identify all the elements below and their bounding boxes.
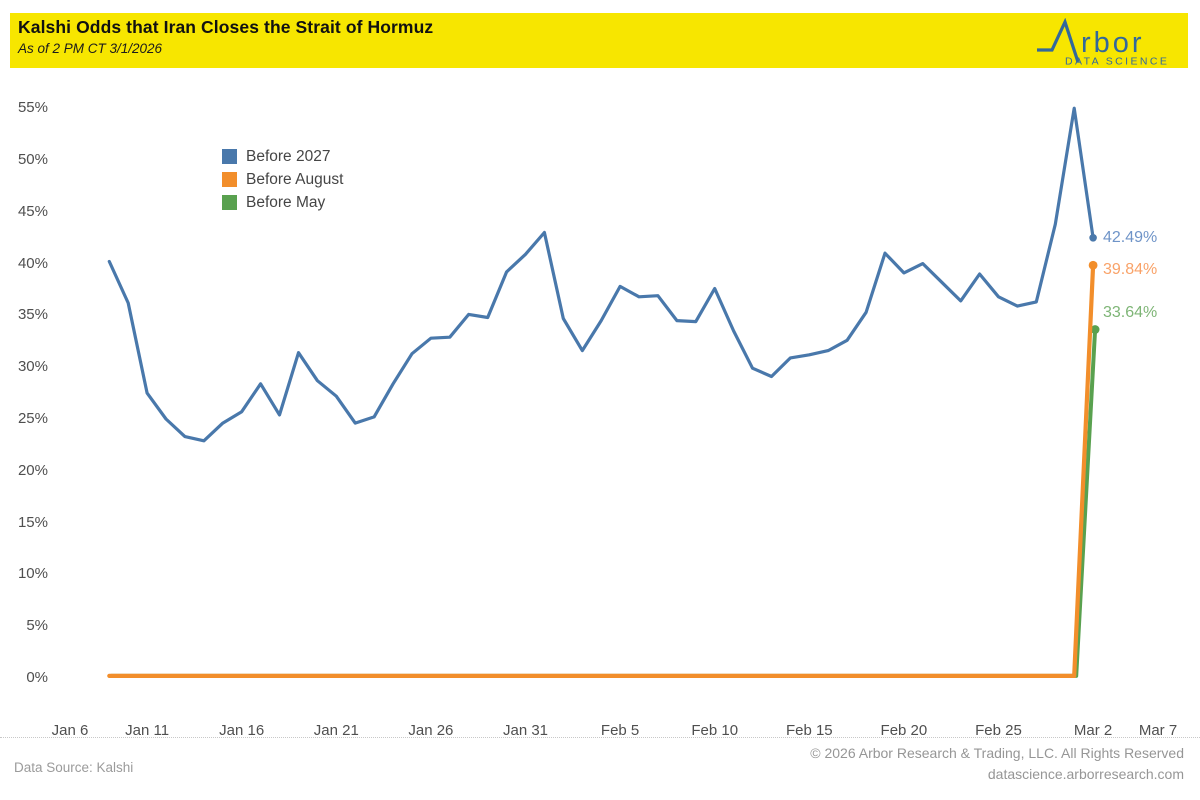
y-tick-label: 40% [17,254,48,272]
logo-tagline: DATA SCIENCE [1065,56,1169,67]
chart-title: Kalshi Odds that Iran Closes the Strait … [18,17,434,37]
x-tick-label: Feb 10 [691,722,739,739]
footer-divider [0,737,1200,738]
legend-swatch-icon [222,195,237,210]
legend-item-before-august[interactable]: Before August [222,168,343,191]
end-label-before-august: 39.84% [1103,261,1158,279]
x-tick-label: Jan 16 [219,722,265,739]
series-end-dot[interactable] [1088,260,1098,270]
legend-swatch-icon [222,172,237,187]
y-tick-label: 45% [17,202,48,220]
y-tick-label: 20% [17,461,48,479]
copyright-note: © 2026 Arbor Research & Trading, LLC. Al… [810,745,1184,761]
y-tick-label: 35% [17,306,48,324]
end-label-before-may: 33.64% [1103,304,1158,322]
end-label-before-2027: 42.49% [1103,228,1158,246]
x-tick-label: Mar 7 [1138,722,1178,739]
legend-item-before-may[interactable]: Before May [222,191,343,214]
series-line-before-2027[interactable] [107,106,1095,443]
legend-label: Before August [246,170,344,188]
x-tick-label: Feb 15 [785,722,833,739]
footer-website-link[interactable]: datascience.arborresearch.com [987,766,1184,782]
legend-item-before-2027[interactable]: Before 2027 [222,145,343,168]
x-tick-label: Jan 21 [313,722,359,739]
x-tick-label: Mar 2 [1073,722,1113,739]
x-tick-label: Feb 25 [975,722,1022,739]
x-tick-label: Jan 31 [502,722,549,739]
chart-legend: Before 2027 Before August Before May [222,145,343,214]
footer-credits: © 2026 Arbor Research & Trading, LLC. Al… [810,743,1184,785]
legend-label: Before 2027 [246,147,331,165]
x-tick-label: Jan 11 [125,722,170,739]
chart-subtitle: As of 2 PM CT 3/1/2026 [18,41,163,56]
series-line-before-august[interactable] [107,263,1096,679]
x-tick-label: Jan 6 [51,722,89,739]
y-tick-label: 55% [17,99,48,117]
y-tick-label: 15% [17,513,48,531]
header-banner: Kalshi Odds that Iran Closes the Strait … [10,13,1188,68]
x-tick-label: Feb 20 [880,722,928,739]
y-tick-label: 50% [17,151,48,168]
series-line-before-may[interactable] [109,327,1098,678]
x-tick-label: Feb 5 [600,722,640,739]
series-end-dot[interactable] [1090,325,1100,334]
y-tick-label: 0% [26,669,48,686]
legend-label: Before May [246,193,326,211]
logo-peak-icon [1037,17,1080,63]
arbor-logo: rbor DATA SCIENCE [1034,17,1172,71]
y-tick-label: 5% [26,617,48,635]
y-tick-label: 10% [17,565,48,583]
data-source-note: Data Source: Kalshi [14,760,134,775]
line-chart: 0% 5% 10% 15% 20% 25% 30% 35% 40% 45% 50% 55% Jan 6… [0,68,1200,739]
x-tick-label: Jan 26 [408,722,454,739]
y-tick-label: 25% [17,410,48,427]
y-tick-label: 30% [17,358,48,376]
legend-swatch-icon [222,149,237,164]
series-end-dot[interactable] [1089,234,1097,242]
logo-wordmark: rbor [1081,27,1145,59]
